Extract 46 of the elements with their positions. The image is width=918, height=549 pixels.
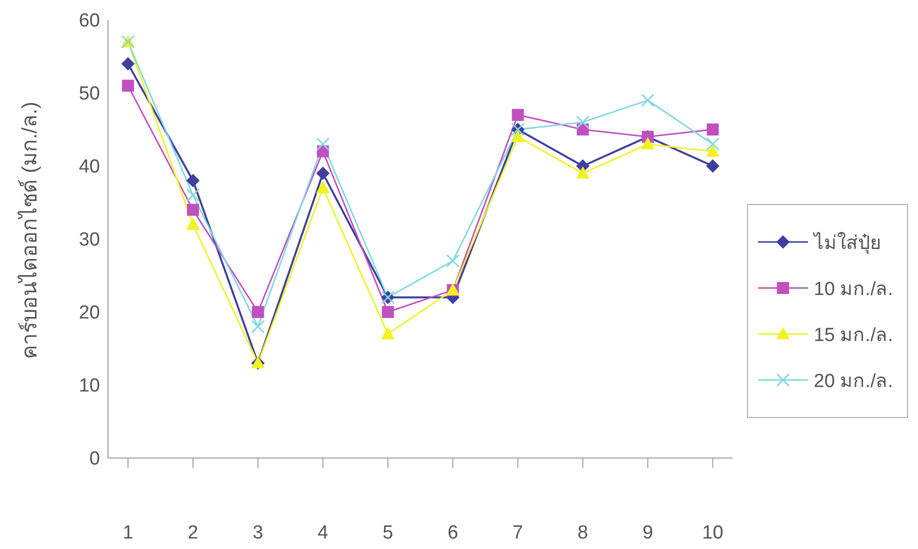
point (641, 94, 655, 108)
point (186, 174, 200, 188)
point (316, 181, 330, 194)
point (251, 320, 265, 334)
y-axis-title: คาร์บอนไดออกไซด์ (มก./ล.) (17, 102, 42, 359)
y-tick-label: 40 (78, 156, 100, 178)
point (576, 115, 590, 129)
x-tick-label: 6 (448, 522, 458, 544)
x-tick-label: 3 (252, 522, 264, 544)
x-tick-label: 5 (382, 522, 394, 544)
x-tick-label: 10 (702, 522, 724, 544)
legend-label: 15 มก./ล. (814, 324, 893, 348)
y-tick-label: 20 (78, 302, 100, 324)
point (316, 166, 330, 180)
point (511, 130, 524, 142)
legend-label: 10 มก./ล. (814, 278, 893, 302)
x-tick-label: 7 (512, 522, 524, 544)
point (252, 306, 264, 318)
point (706, 137, 720, 151)
point (706, 124, 719, 136)
y-tick-label: 60 (78, 10, 100, 32)
x-tick-label: 2 (188, 522, 198, 544)
point (512, 108, 524, 121)
legend-label: ไม่ใส่ปุ๋ย (814, 231, 881, 256)
y-tick-label: 30 (78, 230, 100, 251)
point (446, 254, 460, 268)
point (576, 166, 590, 179)
point (186, 188, 200, 202)
point (122, 57, 134, 70)
y-tick-label: 50 (78, 84, 100, 105)
legend-label: 20 มก./ล. (814, 370, 893, 394)
y-tick-label: 0 (89, 448, 100, 470)
point (706, 160, 720, 172)
x-tick-label: 4 (318, 522, 329, 544)
point (641, 138, 654, 150)
point (381, 327, 394, 340)
x-tick-label: 1 (122, 522, 134, 544)
point (706, 144, 720, 157)
point (186, 218, 200, 230)
point (122, 80, 134, 92)
x-tick-label: 9 (642, 522, 654, 544)
point (316, 137, 330, 151)
y-tick-label: 10 (78, 376, 100, 397)
point (382, 306, 394, 318)
point (186, 204, 199, 216)
x-tick-label: 8 (578, 522, 588, 544)
